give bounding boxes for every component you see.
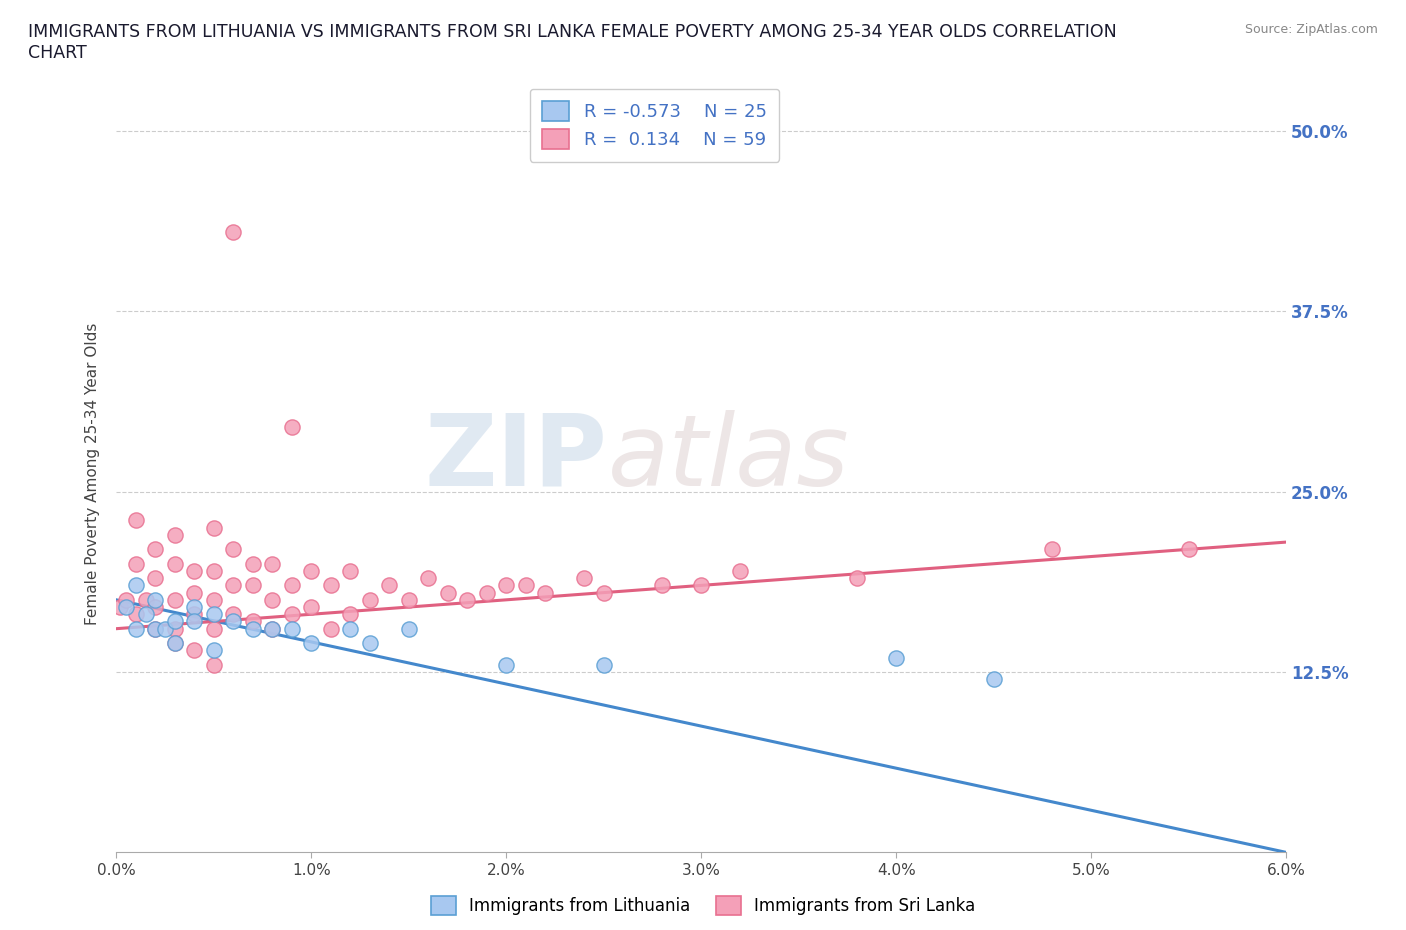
Text: Source: ZipAtlas.com: Source: ZipAtlas.com (1244, 23, 1378, 36)
Point (299, 600, 322, 615)
Point (202, 520, 225, 535)
Point (202, 658, 225, 672)
Point (163, 592, 186, 607)
Point (202, 643, 225, 658)
Point (495, 578, 517, 592)
Point (163, 636, 186, 651)
Point (125, 621, 148, 636)
Point (319, 578, 342, 592)
Point (299, 564, 322, 578)
Point (398, 621, 420, 636)
Point (319, 621, 342, 636)
Point (651, 578, 673, 592)
Point (134, 606, 156, 621)
Point (183, 614, 205, 629)
Text: atlas: atlas (607, 410, 849, 507)
Point (163, 614, 186, 629)
Point (456, 592, 478, 607)
Point (202, 621, 225, 636)
Point (222, 614, 245, 629)
Point (262, 621, 284, 636)
Point (222, 606, 245, 621)
Legend: R = -0.573    N = 25, R =  0.134    N = 59: R = -0.573 N = 25, R = 0.134 N = 59 (530, 88, 779, 162)
Point (183, 606, 205, 621)
Point (846, 571, 869, 586)
Point (242, 614, 264, 629)
Point (534, 585, 557, 600)
Point (183, 585, 205, 600)
Point (125, 606, 148, 621)
Point (299, 636, 322, 651)
Point (884, 650, 907, 665)
Point (515, 578, 537, 592)
Point (983, 671, 1005, 686)
Point (125, 513, 148, 528)
Text: IMMIGRANTS FROM LITHUANIA VS IMMIGRANTS FROM SRI LANKA FEMALE POVERTY AMONG 25-3: IMMIGRANTS FROM LITHUANIA VS IMMIGRANTS … (28, 23, 1116, 62)
Point (183, 643, 205, 658)
Point (359, 636, 381, 651)
Point (163, 636, 186, 651)
Point (202, 606, 225, 621)
Point (163, 621, 186, 636)
Point (475, 585, 498, 600)
Point (1040, 542, 1063, 557)
Point (115, 600, 138, 615)
Point (242, 556, 264, 571)
Point (222, 578, 245, 592)
Point (574, 571, 596, 586)
Point (359, 592, 381, 607)
Point (163, 556, 186, 571)
Point (134, 592, 156, 607)
Point (143, 621, 166, 636)
Point (339, 621, 361, 636)
Point (153, 621, 176, 636)
Point (378, 578, 401, 592)
Point (262, 592, 284, 607)
Point (125, 556, 148, 571)
Point (125, 578, 148, 592)
Point (281, 419, 304, 434)
Point (222, 224, 245, 239)
Point (281, 621, 304, 636)
Point (143, 571, 166, 586)
Point (690, 578, 713, 592)
Point (339, 564, 361, 578)
Point (108, 600, 131, 615)
Point (115, 592, 138, 607)
Point (242, 578, 264, 592)
Text: ZIP: ZIP (425, 410, 607, 507)
Point (143, 621, 166, 636)
Point (436, 585, 458, 600)
Point (281, 606, 304, 621)
Point (398, 592, 420, 607)
Point (183, 600, 205, 615)
Point (262, 621, 284, 636)
Point (202, 564, 225, 578)
Point (163, 527, 186, 542)
Point (281, 578, 304, 592)
Point (143, 542, 166, 557)
Point (222, 542, 245, 557)
Point (592, 658, 614, 672)
Legend: Immigrants from Lithuania, Immigrants from Sri Lanka: Immigrants from Lithuania, Immigrants fr… (425, 890, 981, 922)
Point (339, 606, 361, 621)
Point (495, 658, 517, 672)
Point (143, 592, 166, 607)
Point (183, 564, 205, 578)
Point (202, 592, 225, 607)
Point (418, 571, 440, 586)
Point (728, 564, 751, 578)
Point (1177, 542, 1199, 557)
Point (592, 585, 614, 600)
Point (143, 600, 166, 615)
Point (262, 556, 284, 571)
Point (242, 621, 264, 636)
Y-axis label: Female Poverty Among 25-34 Year Olds: Female Poverty Among 25-34 Year Olds (86, 323, 100, 625)
